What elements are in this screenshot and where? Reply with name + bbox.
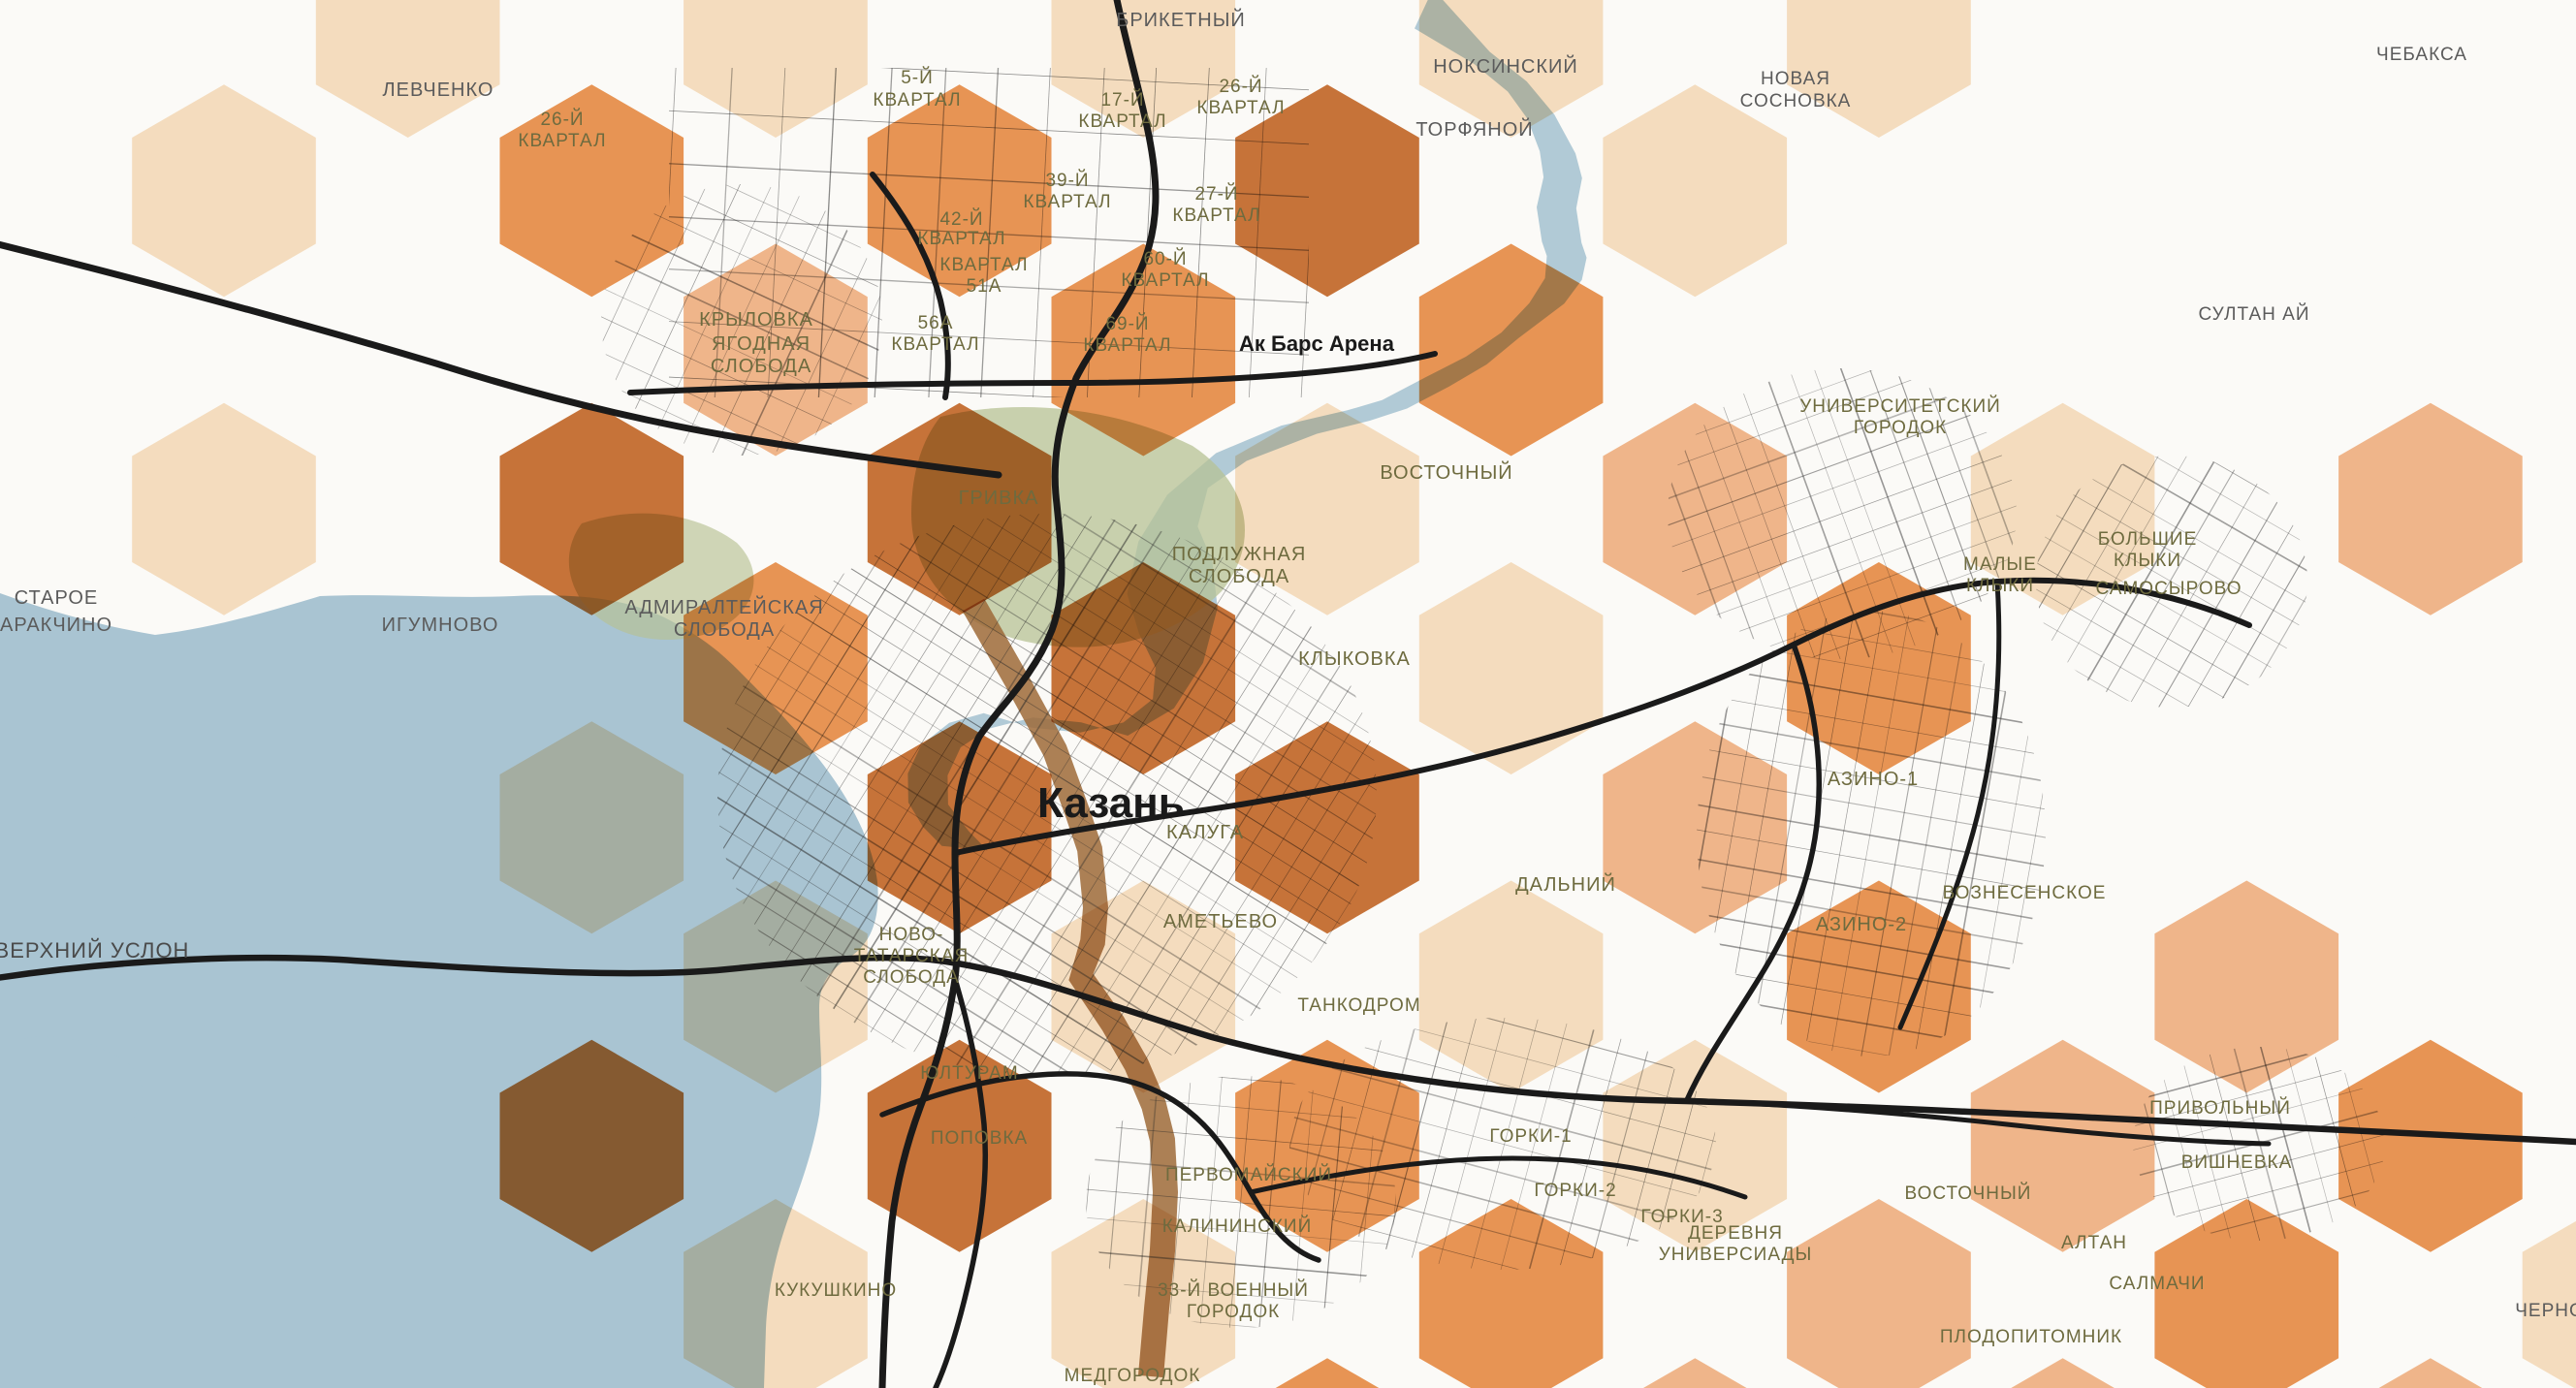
svg-text:УНИВЕРСИАДЫ: УНИВЕРСИАДЫ [1659, 1245, 1813, 1265]
svg-text:КВАРТАЛ: КВАРТАЛ [1121, 270, 1209, 291]
svg-text:КВАРТАЛ: КВАРТАЛ [1023, 192, 1111, 212]
svg-text:АЗИНО-2: АЗИНО-2 [1816, 914, 1907, 935]
svg-text:НОКСИНСКИЙ: НОКСИНСКИЙ [1433, 54, 1578, 78]
svg-text:КВАРТАЛ: КВАРТАЛ [917, 229, 1005, 249]
svg-text:ГОРКИ-2: ГОРКИ-2 [1534, 1181, 1616, 1201]
svg-text:51А: 51А [967, 276, 1002, 297]
svg-text:60-Й: 60-Й [1143, 248, 1187, 269]
svg-text:ГОРКИ-1: ГОРКИ-1 [1489, 1126, 1572, 1147]
svg-text:ТАТАРСКАЯ: ТАТАРСКАЯ [854, 946, 969, 966]
svg-text:АЛТАН: АЛТАН [2061, 1233, 2127, 1253]
svg-text:СТАРОЕ: СТАРОЕ [15, 587, 98, 609]
svg-text:Казань: Казань [1037, 779, 1185, 827]
svg-text:17-Й: 17-Й [1100, 89, 1144, 110]
svg-text:ПЛОДОПИТОМНИК: ПЛОДОПИТОМНИК [1940, 1327, 2122, 1347]
svg-text:ДАЛЬНИЙ: ДАЛЬНИЙ [1515, 872, 1616, 896]
svg-text:27-Й: 27-Й [1194, 183, 1238, 205]
svg-text:ВОСТОЧНЫЙ: ВОСТОЧНЫЙ [1380, 460, 1512, 484]
svg-text:СЛОБОДА: СЛОБОДА [674, 619, 775, 641]
svg-text:26-Й: 26-Й [540, 109, 584, 130]
svg-text:ТОРФЯНОЙ: ТОРФЯНОЙ [1415, 117, 1533, 141]
svg-text:ГОРОДОК: ГОРОДОК [1187, 1302, 1280, 1322]
svg-text:АЗИНО-1: АЗИНО-1 [1828, 769, 1919, 790]
svg-text:КВАРТАЛ: КВАРТАЛ [873, 90, 961, 110]
svg-text:КВАРТАЛ: КВАРТАЛ [1172, 205, 1260, 226]
svg-text:33-Й ВОЕННЫЙ: 33-Й ВОЕННЫЙ [1158, 1279, 1309, 1301]
svg-text:ГОРОДОК: ГОРОДОК [1854, 418, 1947, 438]
svg-text:ПОПОВКА: ПОПОВКА [931, 1128, 1028, 1149]
svg-text:НОВО-: НОВО- [879, 925, 944, 945]
svg-text:ПЕРВОМАЙСКИЙ: ПЕРВОМАЙСКИЙ [1165, 1164, 1332, 1185]
svg-text:ИГУМНОВО: ИГУМНОВО [382, 615, 499, 636]
svg-text:СЛОБОДА: СЛОБОДА [711, 356, 811, 377]
svg-text:26-Й: 26-Й [1219, 76, 1262, 97]
svg-text:КВАРТАЛ: КВАРТАЛ [891, 334, 979, 355]
svg-text:39-Й: 39-Й [1045, 170, 1089, 191]
svg-text:ЮЛТУРАМ: ЮЛТУРАМ [920, 1063, 1018, 1084]
svg-text:СЛОБОДА: СЛОБОДА [1189, 566, 1289, 587]
svg-text:САМОСЫРОВО: САМОСЫРОВО [2096, 579, 2242, 599]
svg-text:5-Й: 5-Й [901, 67, 934, 88]
svg-text:КАЛИНИНСКИЙ: КАЛИНИНСКИЙ [1162, 1215, 1312, 1237]
svg-text:Ак Барс Арена: Ак Барс Арена [1239, 331, 1395, 356]
svg-text:КВАРТАЛ: КВАРТАЛ [1078, 111, 1166, 132]
svg-text:ДЕРЕВНЯ: ДЕРЕВНЯ [1688, 1223, 1783, 1244]
svg-text:КУКУШКИНО: КУКУШКИНО [775, 1280, 897, 1301]
svg-text:АРАКЧИНО: АРАКЧИНО [0, 615, 112, 636]
svg-text:НОВАЯ: НОВАЯ [1761, 69, 1830, 89]
svg-text:ВОСТОЧНЫЙ: ВОСТОЧНЫЙ [1905, 1183, 2032, 1204]
svg-text:КВАРТАЛ: КВАРТАЛ [1083, 335, 1171, 356]
svg-text:БРИКЕТНЫЙ: БРИКЕТНЫЙ [1116, 8, 1246, 31]
svg-text:САЛМАЧИ: САЛМАЧИ [2109, 1274, 2205, 1294]
svg-text:69-Й: 69-Й [1105, 313, 1149, 334]
svg-text:42-Й: 42-Й [939, 208, 983, 230]
svg-text:КЛЫКИ: КЛЫКИ [2114, 551, 2181, 571]
svg-text:КВАРТАЛ: КВАРТАЛ [518, 131, 606, 151]
svg-text:КВАРТАЛ: КВАРТАЛ [939, 255, 1028, 275]
svg-text:ПОДЛУЖНАЯ: ПОДЛУЖНАЯ [1172, 544, 1307, 565]
svg-text:МЕДГОРОДОК: МЕДГОРОДОК [1065, 1366, 1201, 1386]
svg-text:АДМИРАЛТЕЙСКАЯ: АДМИРАЛТЕЙСКАЯ [624, 595, 823, 618]
svg-text:КАЛУГА: КАЛУГА [1166, 822, 1244, 843]
svg-text:УНИВЕРСИТЕТСКИЙ: УНИВЕРСИТЕТСКИЙ [1799, 395, 2001, 417]
svg-text:ГРИВКА: ГРИВКА [959, 488, 1039, 509]
svg-text:КРЫЛОВКА: КРЫЛОВКА [699, 309, 813, 331]
svg-text:ВЕРХНИЙ УСЛОН: ВЕРХНИЙ УСЛОН [0, 938, 189, 962]
svg-text:СЛОБОДА: СЛОБОДА [863, 967, 960, 988]
svg-text:ТАНКОДРОМ: ТАНКОДРОМ [1297, 995, 1420, 1016]
svg-text:КВАРТАЛ: КВАРТАЛ [1196, 98, 1285, 118]
svg-text:СУЛТАН АЙ: СУЛТАН АЙ [2199, 303, 2310, 325]
svg-text:ЯГОДНАЯ: ЯГОДНАЯ [712, 333, 811, 355]
svg-text:КЛЫКИ: КЛЫКИ [1966, 576, 2034, 596]
svg-text:ВИШНЕВКА: ВИШНЕВКА [2181, 1152, 2293, 1173]
svg-text:ПРИВОЛЬНЫЙ: ПРИВОЛЬНЫЙ [2149, 1097, 2291, 1119]
svg-text:КЛЫКОВКА: КЛЫКОВКА [1298, 648, 1411, 670]
svg-text:АМЕТЬЕВО: АМЕТЬЕВО [1163, 911, 1278, 932]
svg-text:ЧЕРНО: ЧЕРНО [2515, 1301, 2576, 1321]
svg-text:ЛЕВЧЕНКО: ЛЕВЧЕНКО [382, 79, 493, 101]
svg-text:56А: 56А [918, 313, 954, 333]
svg-text:БОЛЬШИЕ: БОЛЬШИЕ [2098, 529, 2198, 550]
svg-text:ВОЗНЕСЕНСКОЕ: ВОЗНЕСЕНСКОЕ [1943, 883, 2107, 903]
svg-text:ЧЕБАКСА: ЧЕБАКСА [2376, 45, 2467, 65]
svg-text:МАЛЫЕ: МАЛЫЕ [1963, 554, 2037, 575]
svg-text:СОСНОВКА: СОСНОВКА [1740, 91, 1852, 111]
